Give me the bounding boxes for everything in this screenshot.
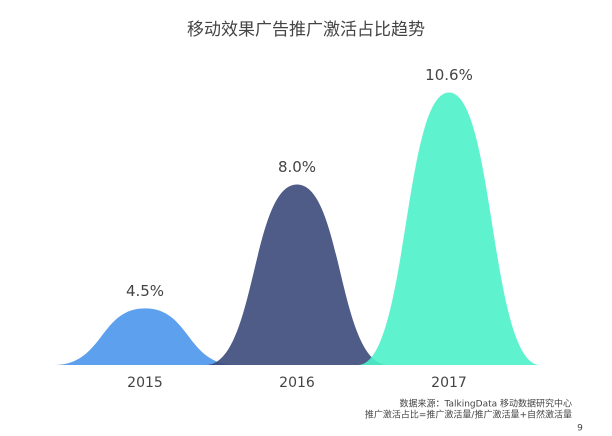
value-label: 10.6% (425, 66, 473, 84)
source-note: 推广激活占比=推广激活量/推广激活量+自然激活量 (365, 409, 572, 421)
value-label: 4.5% (126, 282, 164, 300)
x-tick-label: 2015 (127, 375, 163, 391)
page-number: 9 (577, 424, 583, 434)
peak (53, 308, 237, 365)
x-tick-label: 2016 (279, 375, 315, 391)
chart-title: 移动效果广告推广激活占比趋势 (187, 20, 425, 40)
source-note: 数据来源：TalkingData 移动数据研究中心 (399, 398, 572, 410)
peak (205, 184, 389, 365)
value-label: 8.0% (278, 158, 316, 176)
x-tick-label: 2017 (431, 375, 467, 391)
peak (357, 92, 541, 366)
